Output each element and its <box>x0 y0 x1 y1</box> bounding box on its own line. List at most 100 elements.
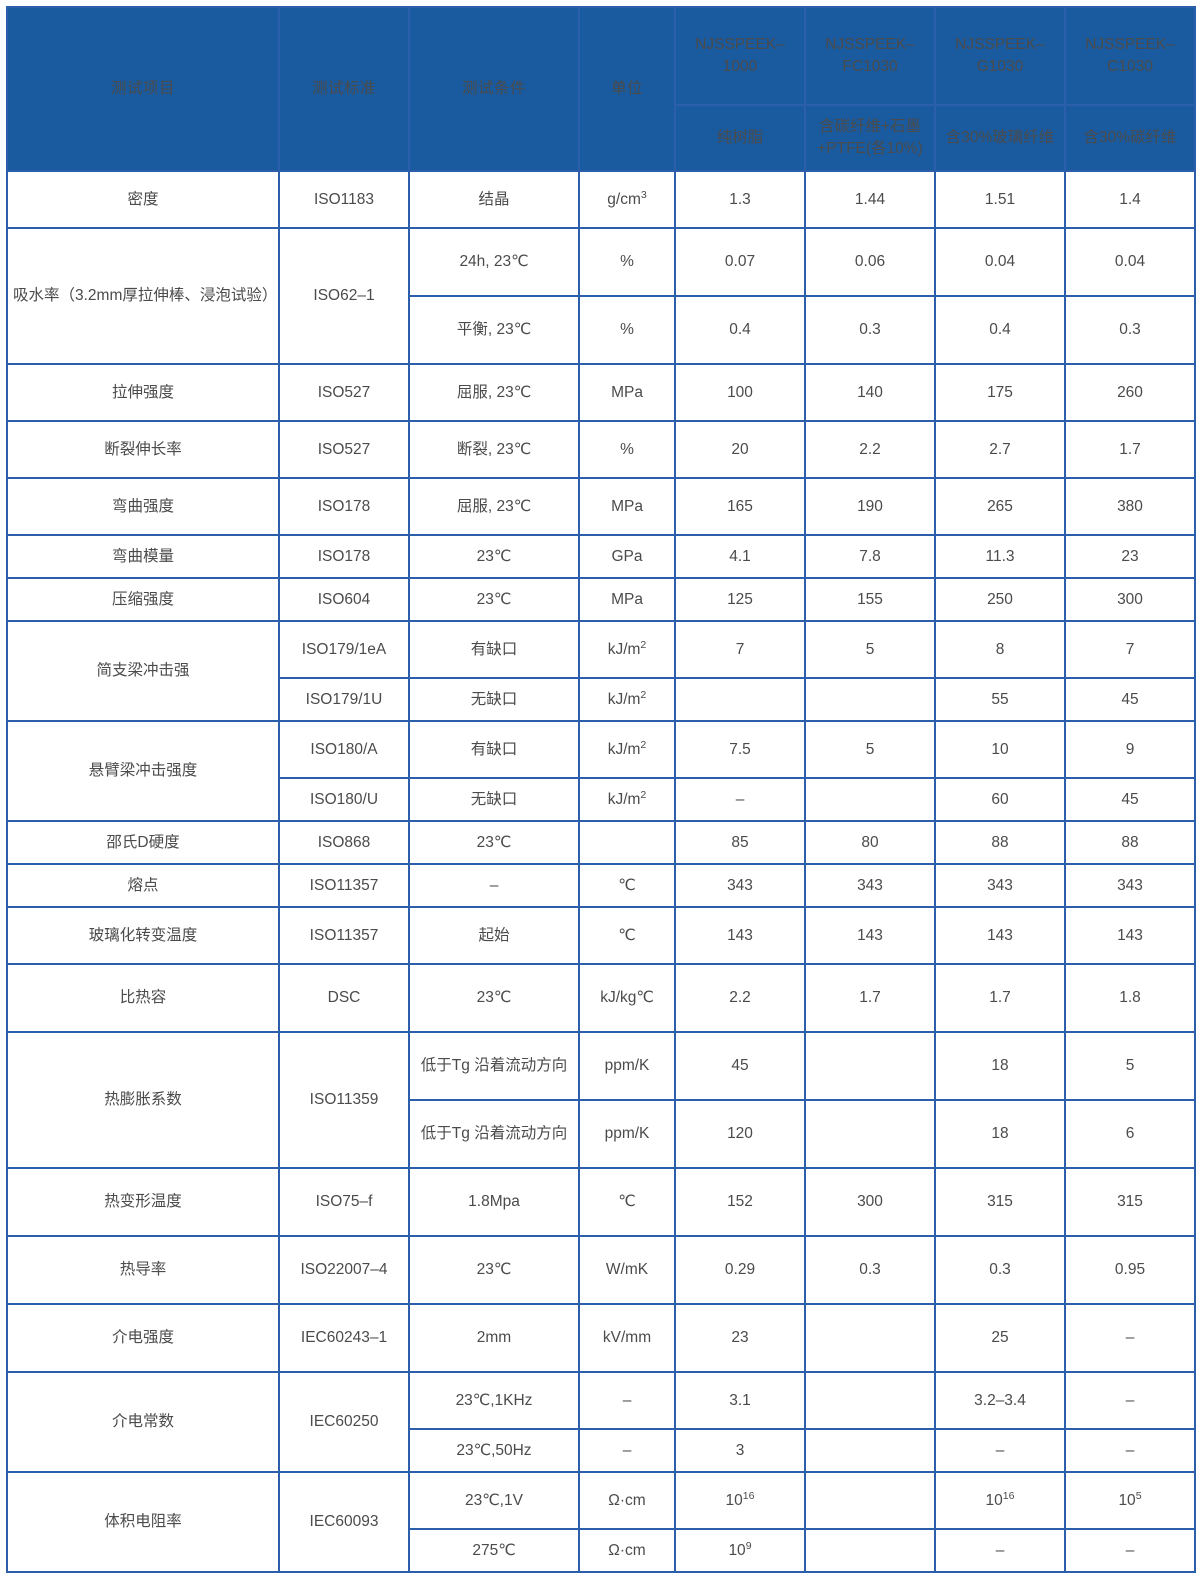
row-test-item: 热变形温度 <box>6 1167 280 1237</box>
header-unit: 单位 <box>578 6 676 172</box>
row-unit: kJ/kg℃ <box>578 963 676 1033</box>
row-value-0: 0.29 <box>674 1235 806 1305</box>
row-value-1: 1.44 <box>804 170 936 229</box>
row-value-3: 1.8 <box>1064 963 1196 1033</box>
row-test-condition: 无缺口 <box>408 777 580 822</box>
row-value-1 <box>804 1099 936 1169</box>
header-product-name-0: NJSSPEEK–1000 <box>674 6 806 106</box>
row-unit <box>578 820 676 865</box>
table-row: 低于Tg 沿着流动方向 ppm/K 120 18 6 <box>7 1099 1196 1169</box>
row-unit: % <box>578 420 676 479</box>
row-value-1: 0.3 <box>804 1235 936 1305</box>
row-value-2: 250 <box>934 577 1066 622</box>
row-value-0: 143 <box>674 906 806 965</box>
row-test-item: 邵氏D硬度 <box>6 820 280 865</box>
table-header: 测试项目 测试标准 测试条件 单位 NJSSPEEK–1000 NJSSPEEK… <box>6 6 1196 172</box>
row-test-item: 体积电阻率 <box>6 1471 280 1573</box>
row-test-condition: 低于Tg 沿着流动方向 <box>408 1099 580 1169</box>
header-product-desc-2: 含30%玻璃纤维 <box>934 104 1066 172</box>
row-test-condition: 平衡, 23℃ <box>408 295 580 365</box>
row-value-3: – <box>1064 1428 1196 1473</box>
row-test-condition: 23℃ <box>408 534 580 579</box>
row-value-1: 143 <box>804 906 936 965</box>
row-test-standard: ISO527 <box>278 420 410 479</box>
row-value-2: – <box>934 1428 1066 1473</box>
row-value-2: 3.2–3.4 <box>934 1371 1066 1430</box>
row-value-3: 5 <box>1064 1031 1196 1101</box>
row-value-1: 300 <box>804 1167 936 1237</box>
value-superscript: 5 <box>1135 1489 1142 1502</box>
row-value-1: 5 <box>804 620 936 679</box>
table-row: 比热容 DSC 23℃ kJ/kg℃ 2.2 1.7 1.7 1.8 <box>6 963 1196 1033</box>
row-unit: ℃ <box>578 1167 676 1237</box>
row-value-0: 1.3 <box>674 170 806 229</box>
row-test-standard: ISO179/1eA <box>278 620 410 679</box>
row-value-0: 0.07 <box>674 227 806 297</box>
row-unit: kJ/m2 <box>578 677 676 722</box>
row-value-3: 143 <box>1064 906 1196 965</box>
row-value-1: 80 <box>804 820 936 865</box>
row-unit: ℃ <box>578 863 676 908</box>
row-unit: – <box>578 1371 676 1430</box>
row-test-item: 吸水率（3.2mm厚拉伸棒、浸泡试验） <box>6 227 280 365</box>
row-value-3: 6 <box>1064 1099 1196 1169</box>
row-value-1 <box>804 1471 936 1530</box>
row-test-item: 密度 <box>6 170 280 229</box>
row-value-2: 0.3 <box>934 1235 1066 1305</box>
row-value-0: 85 <box>674 820 806 865</box>
row-unit: ppm/K <box>578 1031 676 1101</box>
row-unit: ppm/K <box>578 1099 676 1169</box>
row-value-3: 0.3 <box>1064 295 1196 365</box>
row-unit: ℃ <box>578 906 676 965</box>
row-test-standard: ISO180/A <box>278 720 410 779</box>
row-test-item: 弯曲强度 <box>6 477 280 536</box>
row-value-3: 45 <box>1064 777 1196 822</box>
row-value-0: 3.1 <box>674 1371 806 1430</box>
row-test-item: 断裂伸长率 <box>6 420 280 479</box>
header-product-name-2: NJSSPEEK–G1030 <box>934 6 1066 106</box>
table-row: ISO180/U 无缺口 kJ/m2– 60 45 <box>7 777 1196 822</box>
row-value-2: 60 <box>934 777 1066 822</box>
row-test-standard: ISO11357 <box>278 906 410 965</box>
row-value-3: 45 <box>1064 677 1196 722</box>
table-row: 热变形温度 ISO75–f 1.8Mpa ℃ 152 300 315 315 <box>6 1167 1196 1237</box>
row-value-0: 7.5 <box>674 720 806 779</box>
row-unit: MPa <box>578 577 676 622</box>
row-test-item: 拉伸强度 <box>6 363 280 422</box>
material-properties-table: 测试项目 测试标准 测试条件 单位 NJSSPEEK–1000 NJSSPEEK… <box>6 6 1196 1573</box>
table-row: 热膨胀系数 ISO11359 低于Tg 沿着流动方向 ppm/K 45 18 5 <box>6 1031 1196 1169</box>
row-value-2: 175 <box>934 363 1066 422</box>
row-unit: Ω·cm <box>578 1528 676 1573</box>
row-test-condition: 有缺口 <box>408 620 580 679</box>
row-value-1: 190 <box>804 477 936 536</box>
row-value-2: 0.04 <box>934 227 1066 297</box>
header-test-standard: 测试标准 <box>278 6 410 172</box>
unit-superscript: 2 <box>640 738 647 751</box>
table-row: 邵氏D硬度 ISO868 23℃ 85 80 88 88 <box>6 820 1196 865</box>
row-test-item: 玻璃化转变温度 <box>6 906 280 965</box>
row-test-condition: 23℃ <box>408 963 580 1033</box>
row-test-condition: 无缺口 <box>408 677 580 722</box>
row-test-standard: ISO1183 <box>278 170 410 229</box>
row-value-3: 343 <box>1064 863 1196 908</box>
row-value-2: 315 <box>934 1167 1066 1237</box>
row-value-3: 300 <box>1064 577 1196 622</box>
row-test-standard: ISO527 <box>278 363 410 422</box>
unit-superscript: 2 <box>640 688 647 701</box>
row-value-0: 23 <box>674 1303 806 1373</box>
row-value-3: – <box>1064 1528 1196 1573</box>
row-test-condition: 23℃ <box>408 577 580 622</box>
unit-superscript: 2 <box>640 638 647 651</box>
header-test-condition: 测试条件 <box>408 6 580 172</box>
table-row: 拉伸强度 ISO527 屈服, 23℃ MPa 100 140 175 260 <box>6 363 1196 422</box>
row-test-standard: IEC60093 <box>278 1471 410 1573</box>
row-value-2: 265 <box>934 477 1066 536</box>
row-value-1: 2.2 <box>804 420 936 479</box>
row-test-item: 熔点 <box>6 863 280 908</box>
row-value-3: 260 <box>1064 363 1196 422</box>
table-body: 密度 ISO1183 结晶 g/cm3 1.3 1.44 1.51 1.4 吸水率（3.2mm厚… <box>6 170 1196 1573</box>
row-value-3: 1.7 <box>1064 420 1196 479</box>
table-row: 悬臂梁冲击强度 ISO180/A 有缺口 kJ/m2 7.5 5 10 9 <box>6 720 1196 822</box>
table-row: 断裂伸长率 ISO527 断裂, 23℃% 20 2.2 2.7 1.7 <box>6 420 1196 479</box>
row-value-3: 0.04 <box>1064 227 1196 297</box>
